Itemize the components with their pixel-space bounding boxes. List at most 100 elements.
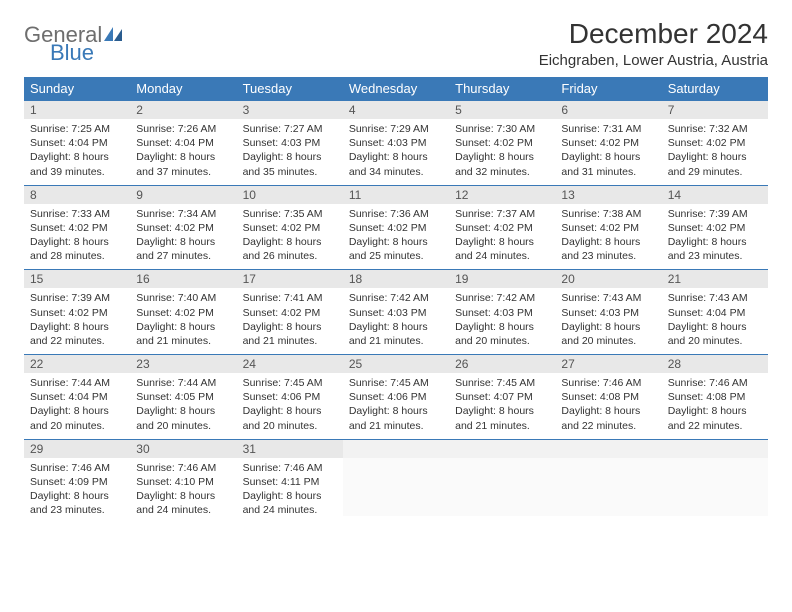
calendar-day-cell: 1Sunrise: 7:25 AMSunset: 4:04 PMDaylight… (24, 101, 130, 186)
day-number: 7 (662, 101, 768, 119)
calendar-day-cell (449, 439, 555, 523)
day-body: Sunrise: 7:38 AMSunset: 4:02 PMDaylight:… (555, 204, 661, 270)
day-number: 12 (449, 186, 555, 204)
day-body: Sunrise: 7:45 AMSunset: 4:06 PMDaylight:… (237, 373, 343, 439)
day-body: Sunrise: 7:42 AMSunset: 4:03 PMDaylight:… (343, 288, 449, 354)
calendar-day-cell (662, 439, 768, 523)
day-body: Sunrise: 7:27 AMSunset: 4:03 PMDaylight:… (237, 119, 343, 185)
calendar-day-cell: 5Sunrise: 7:30 AMSunset: 4:02 PMDaylight… (449, 101, 555, 186)
weekday-header: Saturday (662, 77, 768, 101)
logo: GeneralBlue (24, 18, 124, 64)
header: GeneralBlue December 2024 Eichgraben, Lo… (24, 18, 768, 69)
day-body: Sunrise: 7:33 AMSunset: 4:02 PMDaylight:… (24, 204, 130, 270)
calendar-week-row: 8Sunrise: 7:33 AMSunset: 4:02 PMDaylight… (24, 185, 768, 270)
day-body: Sunrise: 7:31 AMSunset: 4:02 PMDaylight:… (555, 119, 661, 185)
day-number: 11 (343, 186, 449, 204)
day-number: 9 (130, 186, 236, 204)
day-number: 4 (343, 101, 449, 119)
day-body: Sunrise: 7:35 AMSunset: 4:02 PMDaylight:… (237, 204, 343, 270)
title-block: December 2024 Eichgraben, Lower Austria,… (539, 18, 768, 69)
day-body: Sunrise: 7:41 AMSunset: 4:02 PMDaylight:… (237, 288, 343, 354)
day-number: 31 (237, 440, 343, 458)
day-body: Sunrise: 7:46 AMSunset: 4:08 PMDaylight:… (555, 373, 661, 439)
day-number: 3 (237, 101, 343, 119)
day-body: Sunrise: 7:40 AMSunset: 4:02 PMDaylight:… (130, 288, 236, 354)
day-body: Sunrise: 7:46 AMSunset: 4:09 PMDaylight:… (24, 458, 130, 524)
calendar-day-cell: 21Sunrise: 7:43 AMSunset: 4:04 PMDayligh… (662, 270, 768, 355)
calendar-day-cell: 23Sunrise: 7:44 AMSunset: 4:05 PMDayligh… (130, 355, 236, 440)
weekday-header: Tuesday (237, 77, 343, 101)
day-body: Sunrise: 7:46 AMSunset: 4:11 PMDaylight:… (237, 458, 343, 524)
calendar-day-cell: 16Sunrise: 7:40 AMSunset: 4:02 PMDayligh… (130, 270, 236, 355)
calendar-week-row: 15Sunrise: 7:39 AMSunset: 4:02 PMDayligh… (24, 270, 768, 355)
day-number: 28 (662, 355, 768, 373)
day-body: Sunrise: 7:26 AMSunset: 4:04 PMDaylight:… (130, 119, 236, 185)
location: Eichgraben, Lower Austria, Austria (539, 52, 768, 69)
weekday-header: Wednesday (343, 77, 449, 101)
weekday-header-row: SundayMondayTuesdayWednesdayThursdayFrid… (24, 77, 768, 101)
weekday-header: Monday (130, 77, 236, 101)
calendar-day-cell: 4Sunrise: 7:29 AMSunset: 4:03 PMDaylight… (343, 101, 449, 186)
day-body: Sunrise: 7:39 AMSunset: 4:02 PMDaylight:… (662, 204, 768, 270)
day-body: Sunrise: 7:46 AMSunset: 4:08 PMDaylight:… (662, 373, 768, 439)
day-body: Sunrise: 7:45 AMSunset: 4:07 PMDaylight:… (449, 373, 555, 439)
day-number: 5 (449, 101, 555, 119)
calendar-day-cell: 11Sunrise: 7:36 AMSunset: 4:02 PMDayligh… (343, 185, 449, 270)
calendar-day-cell: 2Sunrise: 7:26 AMSunset: 4:04 PMDaylight… (130, 101, 236, 186)
calendar-day-cell: 18Sunrise: 7:42 AMSunset: 4:03 PMDayligh… (343, 270, 449, 355)
day-number-empty (662, 440, 768, 458)
day-body: Sunrise: 7:44 AMSunset: 4:04 PMDaylight:… (24, 373, 130, 439)
day-body: Sunrise: 7:42 AMSunset: 4:03 PMDaylight:… (449, 288, 555, 354)
calendar-day-cell: 15Sunrise: 7:39 AMSunset: 4:02 PMDayligh… (24, 270, 130, 355)
calendar-day-cell (555, 439, 661, 523)
day-number: 13 (555, 186, 661, 204)
day-body-empty (662, 458, 768, 516)
day-body: Sunrise: 7:46 AMSunset: 4:10 PMDaylight:… (130, 458, 236, 524)
day-number: 14 (662, 186, 768, 204)
calendar-day-cell: 17Sunrise: 7:41 AMSunset: 4:02 PMDayligh… (237, 270, 343, 355)
day-body: Sunrise: 7:43 AMSunset: 4:04 PMDaylight:… (662, 288, 768, 354)
day-number: 27 (555, 355, 661, 373)
day-number: 23 (130, 355, 236, 373)
day-number: 10 (237, 186, 343, 204)
day-number: 16 (130, 270, 236, 288)
calendar-day-cell: 27Sunrise: 7:46 AMSunset: 4:08 PMDayligh… (555, 355, 661, 440)
calendar-day-cell: 19Sunrise: 7:42 AMSunset: 4:03 PMDayligh… (449, 270, 555, 355)
day-number: 30 (130, 440, 236, 458)
weekday-header: Thursday (449, 77, 555, 101)
day-number: 26 (449, 355, 555, 373)
weekday-header: Friday (555, 77, 661, 101)
calendar-day-cell: 6Sunrise: 7:31 AMSunset: 4:02 PMDaylight… (555, 101, 661, 186)
calendar-day-cell: 24Sunrise: 7:45 AMSunset: 4:06 PMDayligh… (237, 355, 343, 440)
day-number: 19 (449, 270, 555, 288)
day-number: 8 (24, 186, 130, 204)
day-body: Sunrise: 7:36 AMSunset: 4:02 PMDaylight:… (343, 204, 449, 270)
calendar-day-cell: 8Sunrise: 7:33 AMSunset: 4:02 PMDaylight… (24, 185, 130, 270)
day-body: Sunrise: 7:39 AMSunset: 4:02 PMDaylight:… (24, 288, 130, 354)
day-number-empty (555, 440, 661, 458)
day-number: 22 (24, 355, 130, 373)
day-body: Sunrise: 7:43 AMSunset: 4:03 PMDaylight:… (555, 288, 661, 354)
day-body-empty (343, 458, 449, 516)
day-number: 29 (24, 440, 130, 458)
calendar-day-cell: 3Sunrise: 7:27 AMSunset: 4:03 PMDaylight… (237, 101, 343, 186)
calendar-day-cell: 25Sunrise: 7:45 AMSunset: 4:06 PMDayligh… (343, 355, 449, 440)
day-number: 15 (24, 270, 130, 288)
calendar-body: 1Sunrise: 7:25 AMSunset: 4:04 PMDaylight… (24, 101, 768, 524)
logo-text-blue: Blue (50, 42, 124, 64)
calendar-week-row: 29Sunrise: 7:46 AMSunset: 4:09 PMDayligh… (24, 439, 768, 523)
day-body: Sunrise: 7:29 AMSunset: 4:03 PMDaylight:… (343, 119, 449, 185)
day-body: Sunrise: 7:37 AMSunset: 4:02 PMDaylight:… (449, 204, 555, 270)
calendar-week-row: 22Sunrise: 7:44 AMSunset: 4:04 PMDayligh… (24, 355, 768, 440)
calendar-day-cell: 30Sunrise: 7:46 AMSunset: 4:10 PMDayligh… (130, 439, 236, 523)
calendar-day-cell: 20Sunrise: 7:43 AMSunset: 4:03 PMDayligh… (555, 270, 661, 355)
day-number: 2 (130, 101, 236, 119)
calendar-day-cell: 31Sunrise: 7:46 AMSunset: 4:11 PMDayligh… (237, 439, 343, 523)
calendar-day-cell: 14Sunrise: 7:39 AMSunset: 4:02 PMDayligh… (662, 185, 768, 270)
calendar-day-cell: 7Sunrise: 7:32 AMSunset: 4:02 PMDaylight… (662, 101, 768, 186)
calendar-day-cell: 9Sunrise: 7:34 AMSunset: 4:02 PMDaylight… (130, 185, 236, 270)
day-number: 25 (343, 355, 449, 373)
day-number: 17 (237, 270, 343, 288)
day-body: Sunrise: 7:44 AMSunset: 4:05 PMDaylight:… (130, 373, 236, 439)
calendar-day-cell (343, 439, 449, 523)
